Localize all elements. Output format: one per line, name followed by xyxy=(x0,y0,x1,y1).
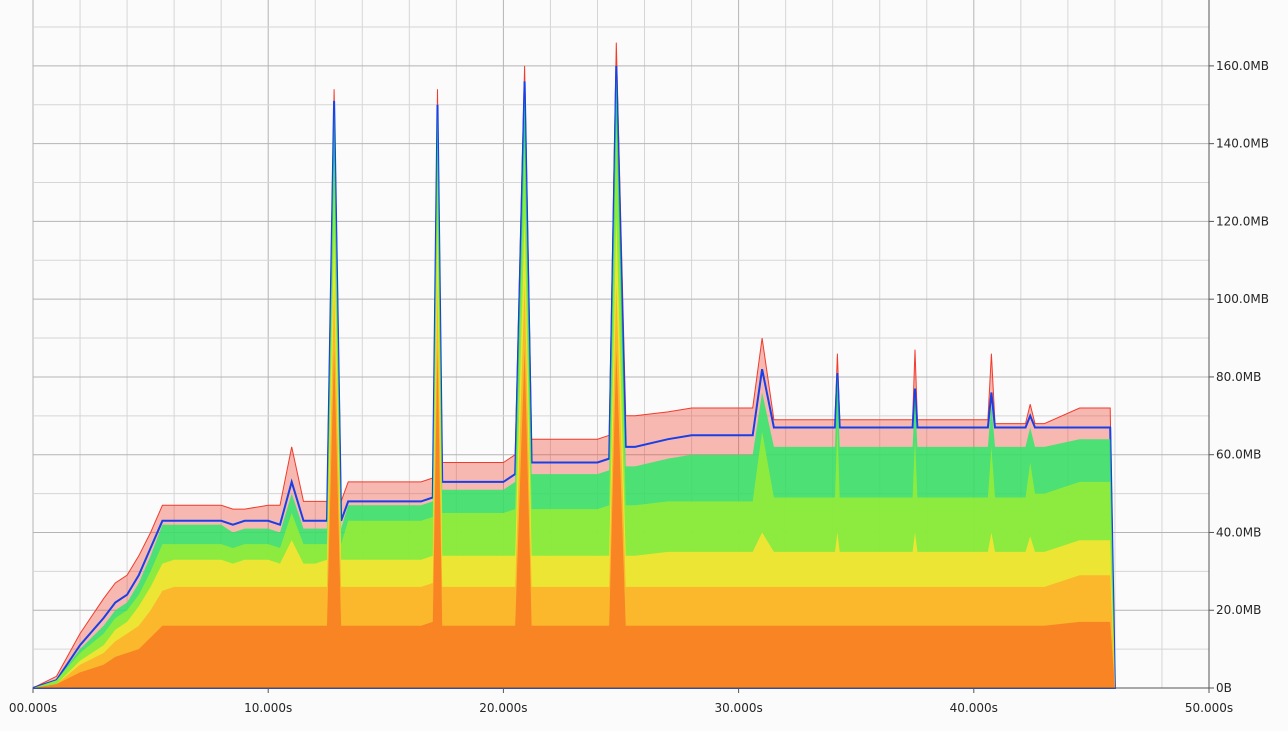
y-tick-label: 160.0MB xyxy=(1216,59,1269,73)
series-area-1 xyxy=(33,283,1115,688)
x-tick-label: 50.000s xyxy=(1185,701,1233,715)
x-tick-label: 00.000s xyxy=(9,701,57,715)
series-area-3 xyxy=(33,120,1115,689)
y-tick-label: 40.0MB xyxy=(1216,525,1261,539)
y-tick-label: 100.0MB xyxy=(1216,292,1269,306)
y-tick-label: 140.0MB xyxy=(1216,137,1269,151)
y-tick-label: 20.0MB xyxy=(1216,603,1261,617)
series-area-5 xyxy=(32,65,1116,689)
x-tick-label: 40.000s xyxy=(950,701,998,715)
stacked-areas xyxy=(32,42,1116,689)
x-tick-label: 10.000s xyxy=(244,701,292,715)
y-tick-label: 80.0MB xyxy=(1216,370,1261,384)
series-area-0 xyxy=(33,349,1115,688)
x-tick-label: 20.000s xyxy=(479,701,527,715)
y-tick-label: 0B xyxy=(1216,681,1232,695)
x-tick-label: 30.000s xyxy=(714,701,762,715)
y-tick-label: 120.0MB xyxy=(1216,214,1269,228)
y-tick-labels: 0B 20.0MB 40.0MB 60.0MB 80.0MB 100.0MB 120.0MB… xyxy=(1209,59,1269,695)
x-tick-labels: 00.000s 10.000s 20.000s 30.000s 40.000s 50.00… xyxy=(9,688,1233,715)
axes xyxy=(33,0,1210,689)
y-tick-label: 60.0MB xyxy=(1216,448,1261,462)
series-area-2 xyxy=(33,217,1115,688)
